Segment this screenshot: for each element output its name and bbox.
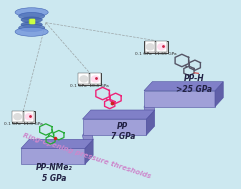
Circle shape <box>25 114 33 120</box>
Circle shape <box>158 44 165 50</box>
FancyBboxPatch shape <box>12 111 23 122</box>
Circle shape <box>146 44 154 50</box>
Bar <box>29 19 34 23</box>
Text: PP
7 GPa: PP 7 GPa <box>111 122 135 141</box>
Polygon shape <box>85 139 93 164</box>
Text: 0.1 GPa  11.65 GPa: 0.1 GPa 11.65 GPa <box>135 52 177 56</box>
Polygon shape <box>21 139 93 148</box>
Text: Ring-opening pressure thresholds: Ring-opening pressure thresholds <box>22 132 152 180</box>
FancyBboxPatch shape <box>156 41 167 52</box>
Polygon shape <box>82 119 146 135</box>
Polygon shape <box>82 126 93 148</box>
FancyBboxPatch shape <box>90 73 101 84</box>
Ellipse shape <box>19 12 45 20</box>
Text: 0.1 GPa  10.4 GPa: 0.1 GPa 10.4 GPa <box>70 84 109 88</box>
Polygon shape <box>82 110 155 119</box>
Bar <box>30 19 33 23</box>
Circle shape <box>92 76 99 82</box>
FancyBboxPatch shape <box>79 73 89 84</box>
Ellipse shape <box>15 8 48 17</box>
Ellipse shape <box>19 24 45 32</box>
FancyBboxPatch shape <box>12 111 35 123</box>
Circle shape <box>80 76 88 82</box>
Polygon shape <box>215 82 223 107</box>
Polygon shape <box>144 82 223 91</box>
Circle shape <box>14 114 21 120</box>
Polygon shape <box>146 110 155 135</box>
Ellipse shape <box>15 27 48 36</box>
FancyBboxPatch shape <box>144 41 168 53</box>
Ellipse shape <box>21 17 42 23</box>
Polygon shape <box>144 91 215 107</box>
Text: PP-H
>25 GPa: PP-H >25 GPa <box>176 74 212 94</box>
FancyBboxPatch shape <box>145 41 155 52</box>
Text: PP-NMe₂
5 GPa: PP-NMe₂ 5 GPa <box>36 163 73 183</box>
FancyBboxPatch shape <box>24 111 34 122</box>
FancyBboxPatch shape <box>78 73 101 85</box>
Polygon shape <box>144 98 155 119</box>
Text: 0.1 GPa  11.0 GPa: 0.1 GPa 11.0 GPa <box>4 122 43 126</box>
Polygon shape <box>21 148 85 164</box>
Ellipse shape <box>21 22 42 27</box>
